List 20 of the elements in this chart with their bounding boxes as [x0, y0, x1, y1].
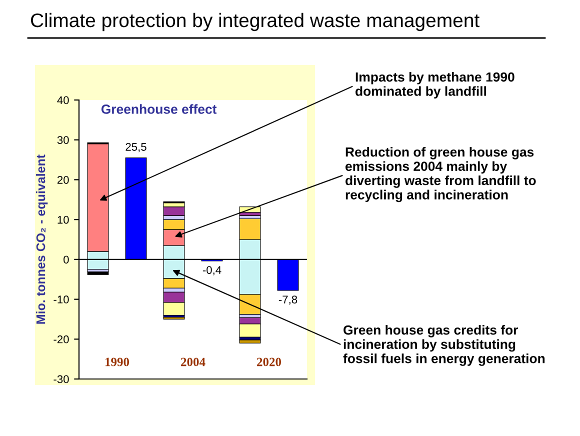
y-tick-label: 40	[57, 96, 69, 104]
x-tick-label: 1990	[106, 358, 130, 366]
data-label: 25,5	[126, 142, 146, 152]
x-tick-label: 2004	[181, 358, 206, 366]
chart-title: Climate protection by integrated waste management	[30, 12, 480, 32]
y-tick-label: 30	[57, 136, 69, 144]
y-tick-label: -10	[54, 296, 69, 304]
y-tick-label: 0	[64, 256, 69, 264]
chart-subtitle: Greenhouse effect	[101, 104, 217, 114]
y-tick-label: -30	[54, 375, 69, 384]
data-label: -0,4	[202, 266, 222, 276]
x-tick-label: 2020	[257, 358, 282, 366]
y-axis-title: Mio. tonnes CO₂ - equivalent	[36, 154, 48, 324]
y-tick-label: 20	[57, 176, 69, 184]
data-label: -7,8	[278, 296, 298, 305]
y-tick-label: 10	[58, 216, 69, 224]
text: Green house gas credits for incineration by substituting fossil fuels in energy generation	[343, 325, 545, 366]
text: Reduction of green house gas emissions 2004 mainly by diverting waste from landfill to recycling and incineration	[346, 147, 536, 202]
y-tick-label: -20	[54, 335, 69, 344]
text: Impacts by methane 1990 dominated by landfill	[356, 72, 514, 99]
